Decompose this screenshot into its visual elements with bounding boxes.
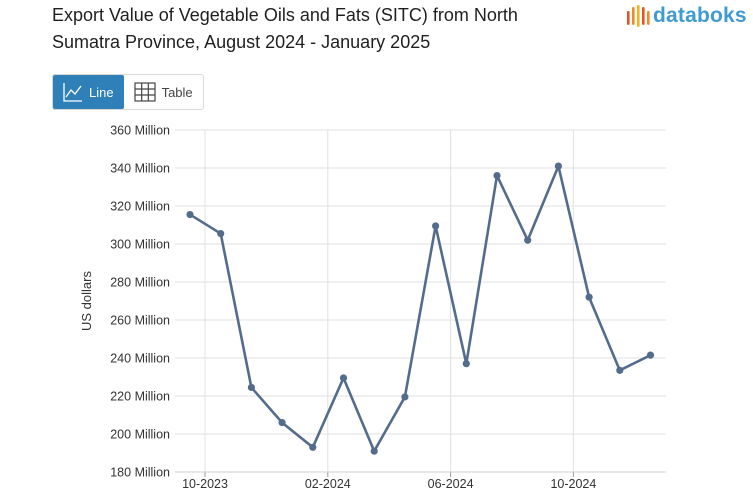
chart-title-line-1: Export Value of Vegetable Oils and Fats … bbox=[52, 5, 518, 25]
data-point[interactable] bbox=[585, 293, 593, 301]
logo-text: databoks bbox=[653, 4, 747, 27]
data-point[interactable] bbox=[524, 236, 532, 244]
logo-mark-icon bbox=[627, 5, 650, 27]
line-view-label: Line bbox=[89, 84, 114, 100]
chart-title: Export Value of Vegetable Oils and Fats … bbox=[52, 2, 572, 56]
data-point[interactable] bbox=[462, 360, 470, 368]
data-point[interactable] bbox=[432, 222, 440, 230]
x-tick-label: 02-2024 bbox=[305, 477, 351, 491]
logo-mark-bar bbox=[637, 5, 640, 27]
y-tick-label: 220 Million bbox=[110, 390, 170, 404]
y-tick-label: 280 Million bbox=[110, 276, 170, 290]
series-line bbox=[189, 164, 652, 453]
databoks-logo[interactable]: databoks bbox=[626, 4, 747, 28]
data-point[interactable] bbox=[493, 172, 501, 180]
y-tick-label: 360 Million bbox=[110, 124, 170, 138]
data-point[interactable] bbox=[339, 374, 348, 382]
gridlines bbox=[175, 129, 666, 473]
data-point[interactable] bbox=[247, 383, 255, 392]
data-point[interactable] bbox=[616, 366, 624, 374]
data-point[interactable] bbox=[370, 447, 378, 455]
data-point[interactable] bbox=[554, 162, 563, 170]
data-point[interactable] bbox=[278, 419, 286, 427]
line-chart-icon bbox=[63, 83, 82, 102]
x-tick-label: 10-2023 bbox=[182, 477, 228, 491]
y-tick-label: 300 Million bbox=[110, 238, 170, 252]
y-axis-label: US dollars bbox=[79, 271, 94, 331]
y-axis: 180 Million 200 Million 220 Million 240 Mil… bbox=[110, 124, 170, 480]
table-view-button[interactable]: Table bbox=[124, 75, 203, 109]
data-point[interactable] bbox=[309, 443, 317, 451]
x-tick-label: 10-2024 bbox=[550, 477, 596, 491]
series-group bbox=[186, 162, 655, 455]
data-point[interactable] bbox=[646, 351, 655, 359]
logo-mark-bar bbox=[642, 7, 645, 25]
y-tick-label: 200 Million bbox=[110, 428, 170, 442]
logo-mark-bar bbox=[632, 7, 635, 25]
y-tick-label: 180 Million bbox=[110, 466, 170, 480]
y-tick-label: 260 Million bbox=[110, 314, 170, 328]
x-axis: 10-2023 02-2024 06-2024 10-2024 bbox=[175, 471, 666, 491]
data-point[interactable] bbox=[186, 210, 194, 219]
x-tick-label: 06-2024 bbox=[428, 477, 474, 491]
y-tick-label: 320 Million bbox=[110, 200, 170, 214]
chart-title-line-2: Sumatra Province, August 2024 - January … bbox=[52, 32, 431, 52]
logo-mark-bar bbox=[627, 11, 630, 25]
data-point[interactable] bbox=[217, 229, 225, 238]
data-point[interactable] bbox=[401, 393, 409, 401]
table-view-label: Table bbox=[161, 84, 193, 100]
table-grid-icon bbox=[133, 82, 156, 102]
logo-mark-bar bbox=[647, 11, 650, 25]
y-tick-label: 340 Million bbox=[110, 162, 170, 176]
line-view-button[interactable]: Line bbox=[53, 75, 124, 109]
view-toggle: Line Table bbox=[52, 74, 204, 110]
y-tick-label: 240 Million bbox=[110, 352, 170, 366]
